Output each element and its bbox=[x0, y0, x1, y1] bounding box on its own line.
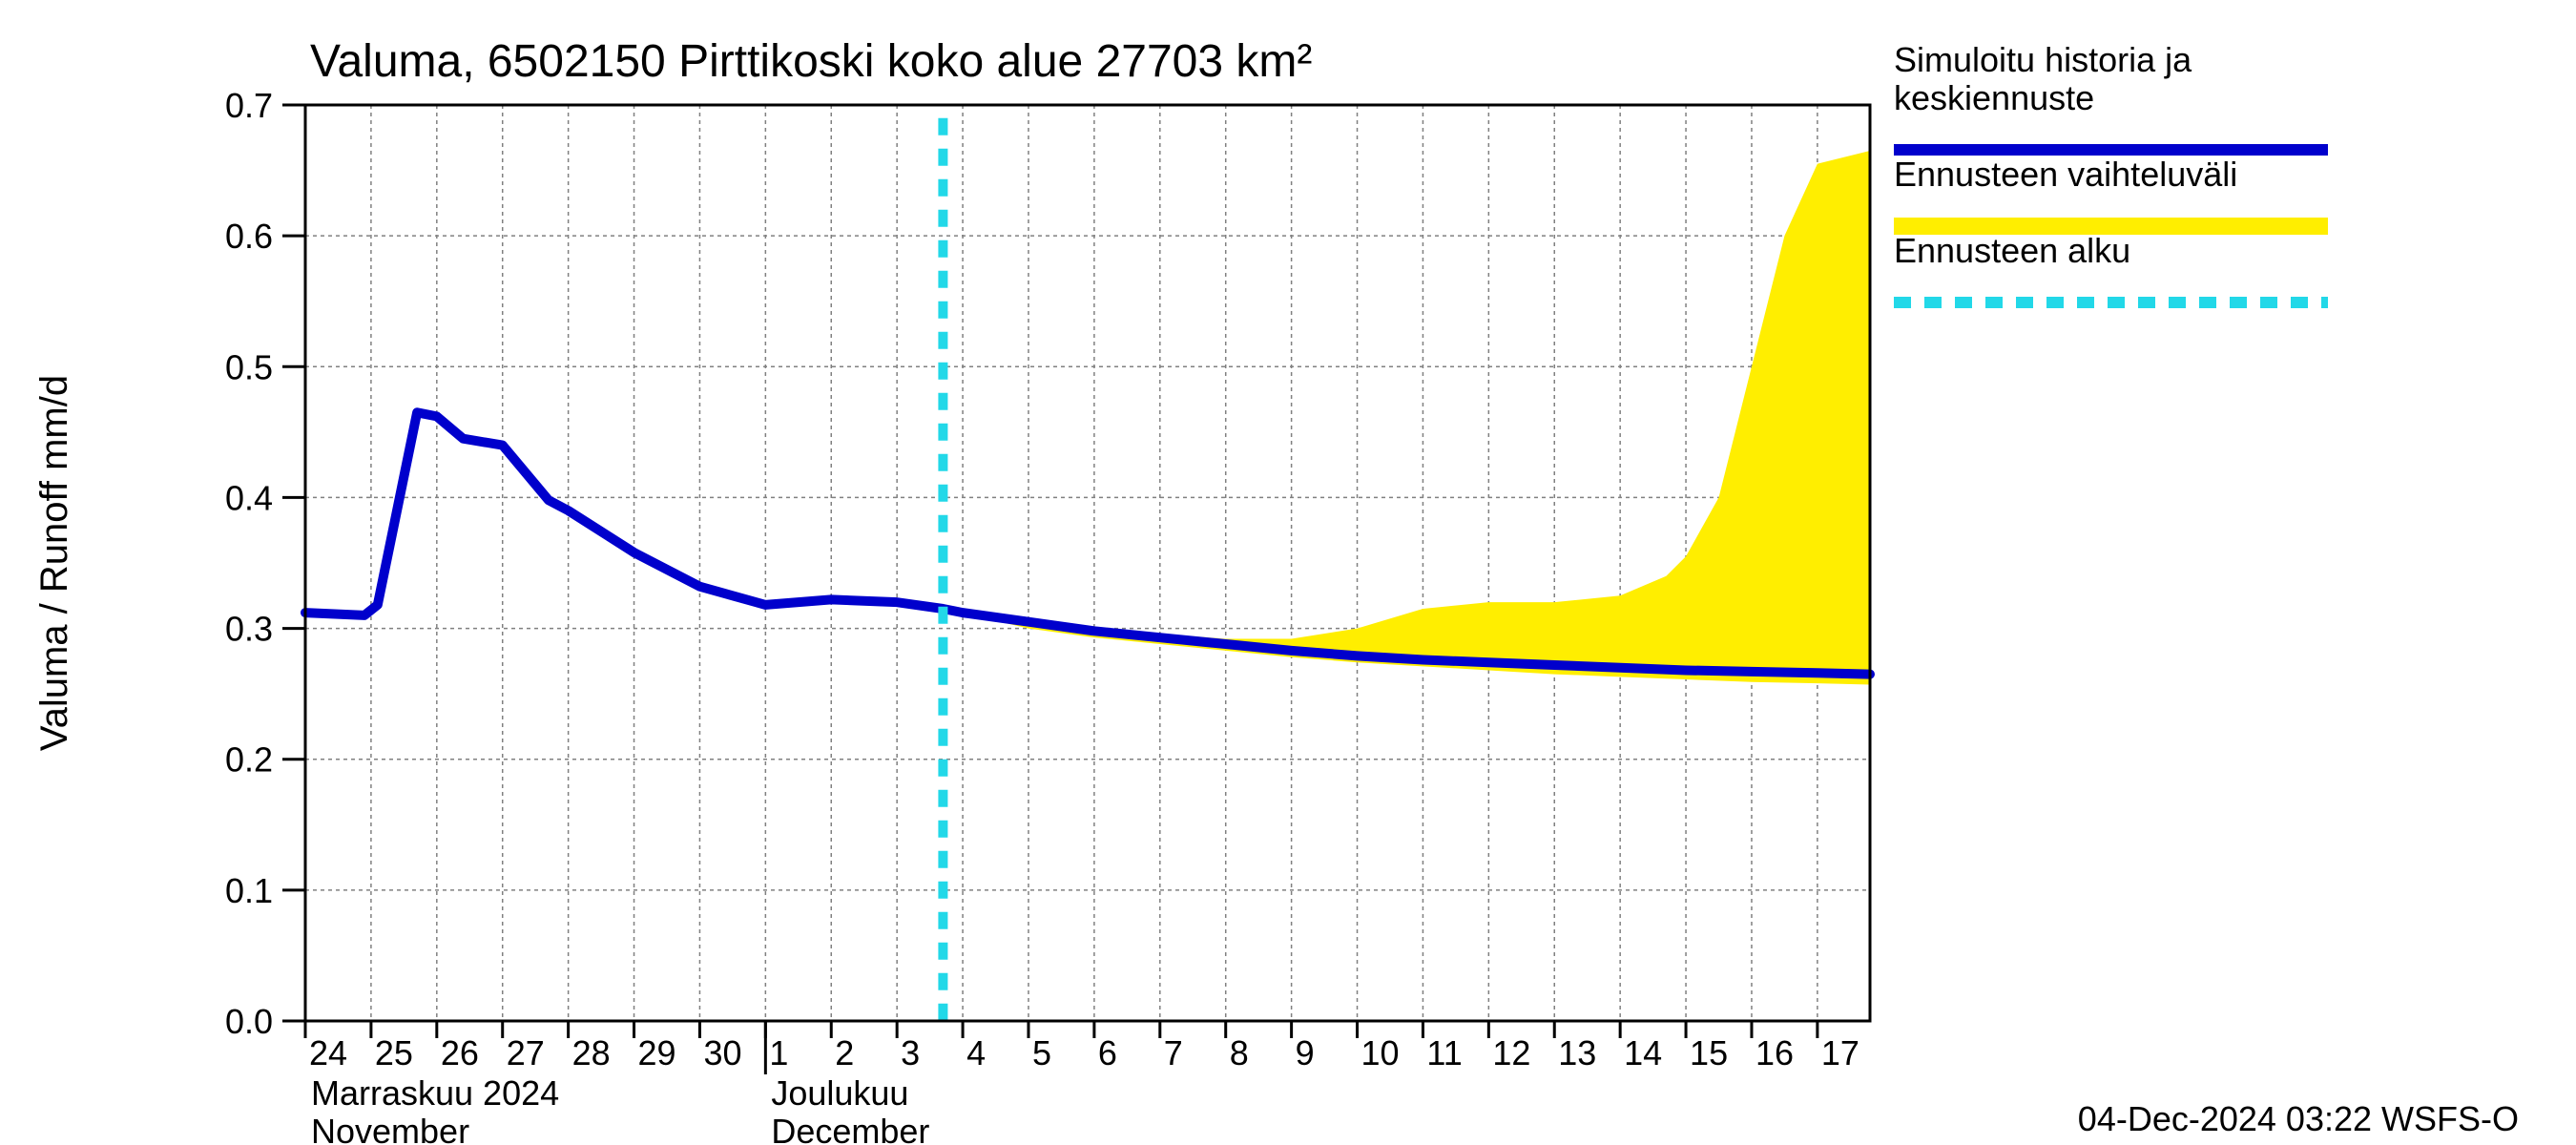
svg-text:0.3: 0.3 bbox=[225, 610, 273, 649]
svg-text:11: 11 bbox=[1426, 1033, 1462, 1072]
y-axis-ticks: 0.0 0.1 0.2 0.3 0.4 0.5 0.6 0.7 bbox=[225, 86, 305, 1041]
svg-text:Marraskuu 2024: Marraskuu 2024 bbox=[311, 1073, 559, 1113]
svg-text:2: 2 bbox=[835, 1033, 854, 1072]
svg-text:15: 15 bbox=[1690, 1033, 1728, 1072]
plot-area bbox=[305, 105, 1870, 1021]
svg-text:0.1: 0.1 bbox=[225, 871, 273, 910]
svg-text:10: 10 bbox=[1361, 1033, 1400, 1072]
svg-text:Ennusteen alku: Ennusteen alku bbox=[1894, 231, 2130, 270]
svg-text:1: 1 bbox=[769, 1033, 788, 1072]
svg-text:December: December bbox=[771, 1112, 929, 1145]
svg-text:13: 13 bbox=[1558, 1033, 1596, 1072]
svg-text:0.5: 0.5 bbox=[225, 347, 273, 386]
svg-text:14: 14 bbox=[1624, 1033, 1662, 1072]
svg-text:29: 29 bbox=[638, 1033, 676, 1072]
svg-text:30: 30 bbox=[703, 1033, 741, 1072]
chart-title: Valuma, 6502150 Pirttikoski koko alue 27… bbox=[310, 36, 1312, 87]
svg-text:keskiennuste: keskiennuste bbox=[1894, 78, 2094, 117]
x-axis-ticks: 242526272829301234567891011121314151617 bbox=[305, 1021, 1859, 1072]
svg-text:24: 24 bbox=[309, 1033, 347, 1072]
svg-text:0.6: 0.6 bbox=[225, 217, 273, 256]
svg-text:0.7: 0.7 bbox=[225, 86, 273, 125]
svg-text:5: 5 bbox=[1032, 1033, 1051, 1072]
svg-text:7: 7 bbox=[1164, 1033, 1183, 1072]
svg-text:November: November bbox=[311, 1112, 469, 1145]
svg-text:8: 8 bbox=[1230, 1033, 1249, 1072]
svg-text:0.2: 0.2 bbox=[225, 740, 273, 780]
svg-text:17: 17 bbox=[1821, 1033, 1859, 1072]
svg-text:Joulukuu: Joulukuu bbox=[771, 1073, 908, 1113]
svg-text:Simuloitu historia ja: Simuloitu historia ja bbox=[1894, 40, 2192, 79]
svg-text:6: 6 bbox=[1098, 1033, 1117, 1072]
svg-text:27: 27 bbox=[507, 1033, 545, 1072]
svg-text:25: 25 bbox=[375, 1033, 413, 1072]
svg-text:Ennusteen vaihteluväli: Ennusteen vaihteluväli bbox=[1894, 155, 2237, 194]
svg-text:4: 4 bbox=[966, 1033, 986, 1072]
legend: Simuloitu historia jakeskiennuste Ennuste… bbox=[1894, 40, 2328, 302]
month-labels: Marraskuu 2024November JoulukuuDecember bbox=[311, 1073, 929, 1145]
svg-text:0.0: 0.0 bbox=[225, 1002, 273, 1041]
svg-text:16: 16 bbox=[1755, 1033, 1794, 1072]
svg-text:0.4: 0.4 bbox=[225, 478, 273, 517]
svg-text:3: 3 bbox=[901, 1033, 920, 1072]
y-axis-label: Valuma / Runoff mm/d bbox=[33, 375, 75, 751]
svg-text:9: 9 bbox=[1296, 1033, 1315, 1072]
svg-text:12: 12 bbox=[1492, 1033, 1530, 1072]
svg-text:28: 28 bbox=[572, 1033, 611, 1072]
footer-timestamp: 04-Dec-2024 03:22 WSFS-O bbox=[2078, 1099, 2519, 1138]
runoff-forecast-chart: 0.00.10.20.30.40.50.60.7 242526272829301… bbox=[0, 0, 2576, 1145]
svg-text:26: 26 bbox=[441, 1033, 479, 1072]
